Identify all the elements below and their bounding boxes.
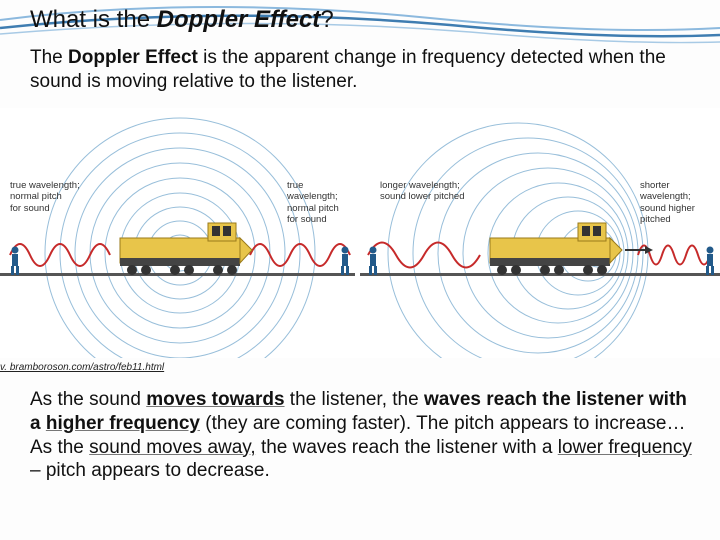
title-prefix: What is the <box>30 6 157 33</box>
exp-lower-freq: lower frequency <box>558 437 692 458</box>
exp-moves-towards: moves towards <box>146 389 284 410</box>
caption-moving-away: longer wavelength; sound lower pitched <box>380 180 465 203</box>
exp-p3: the listener, the <box>285 389 424 410</box>
diagram-stationary-panel: true wavelength; normal pitch for sound … <box>0 108 355 358</box>
moving-diagram-svg <box>360 108 720 358</box>
doppler-diagram: true wavelength; normal pitch for sound … <box>0 108 720 358</box>
caption-stationary-left: true wavelength; normal pitch for sound <box>10 180 80 214</box>
title-suffix: ? <box>320 6 333 33</box>
title-term: Doppler Effect <box>157 6 321 33</box>
explanation-paragraph: As the sound moves towards the listener,… <box>30 388 700 483</box>
diagram-moving-panel: longer wavelength; sound lower pitched s… <box>360 108 720 358</box>
exp-p10: – pitch appears to decrease. <box>30 460 270 481</box>
stationary-diagram-svg <box>0 108 355 358</box>
exp-p8: the waves reach the listener with a <box>256 437 558 458</box>
def-t1: The <box>30 47 68 68</box>
caption-moving-towards: shorter wavelength; sound higher pitched <box>640 180 720 226</box>
caption-stationary-right: true wavelength; normal pitch for sound <box>287 180 355 226</box>
listener-towards-icon <box>706 247 714 276</box>
source-url: v. bramboroson.com/astro/feb11.html <box>0 362 164 373</box>
listener-away-icon <box>369 247 377 276</box>
def-term: Doppler Effect <box>68 47 198 68</box>
listener-right-icon <box>341 247 349 276</box>
exp-higher-freq: higher frequency <box>46 413 200 434</box>
definition-paragraph: The Doppler Effect is the apparent chang… <box>30 46 700 94</box>
exp-moves-away: sound moves away, <box>89 437 256 458</box>
slide-title: What is the Doppler Effect? <box>30 6 334 34</box>
listener-left-icon <box>11 247 19 276</box>
exp-p1: As the sound <box>30 389 146 410</box>
